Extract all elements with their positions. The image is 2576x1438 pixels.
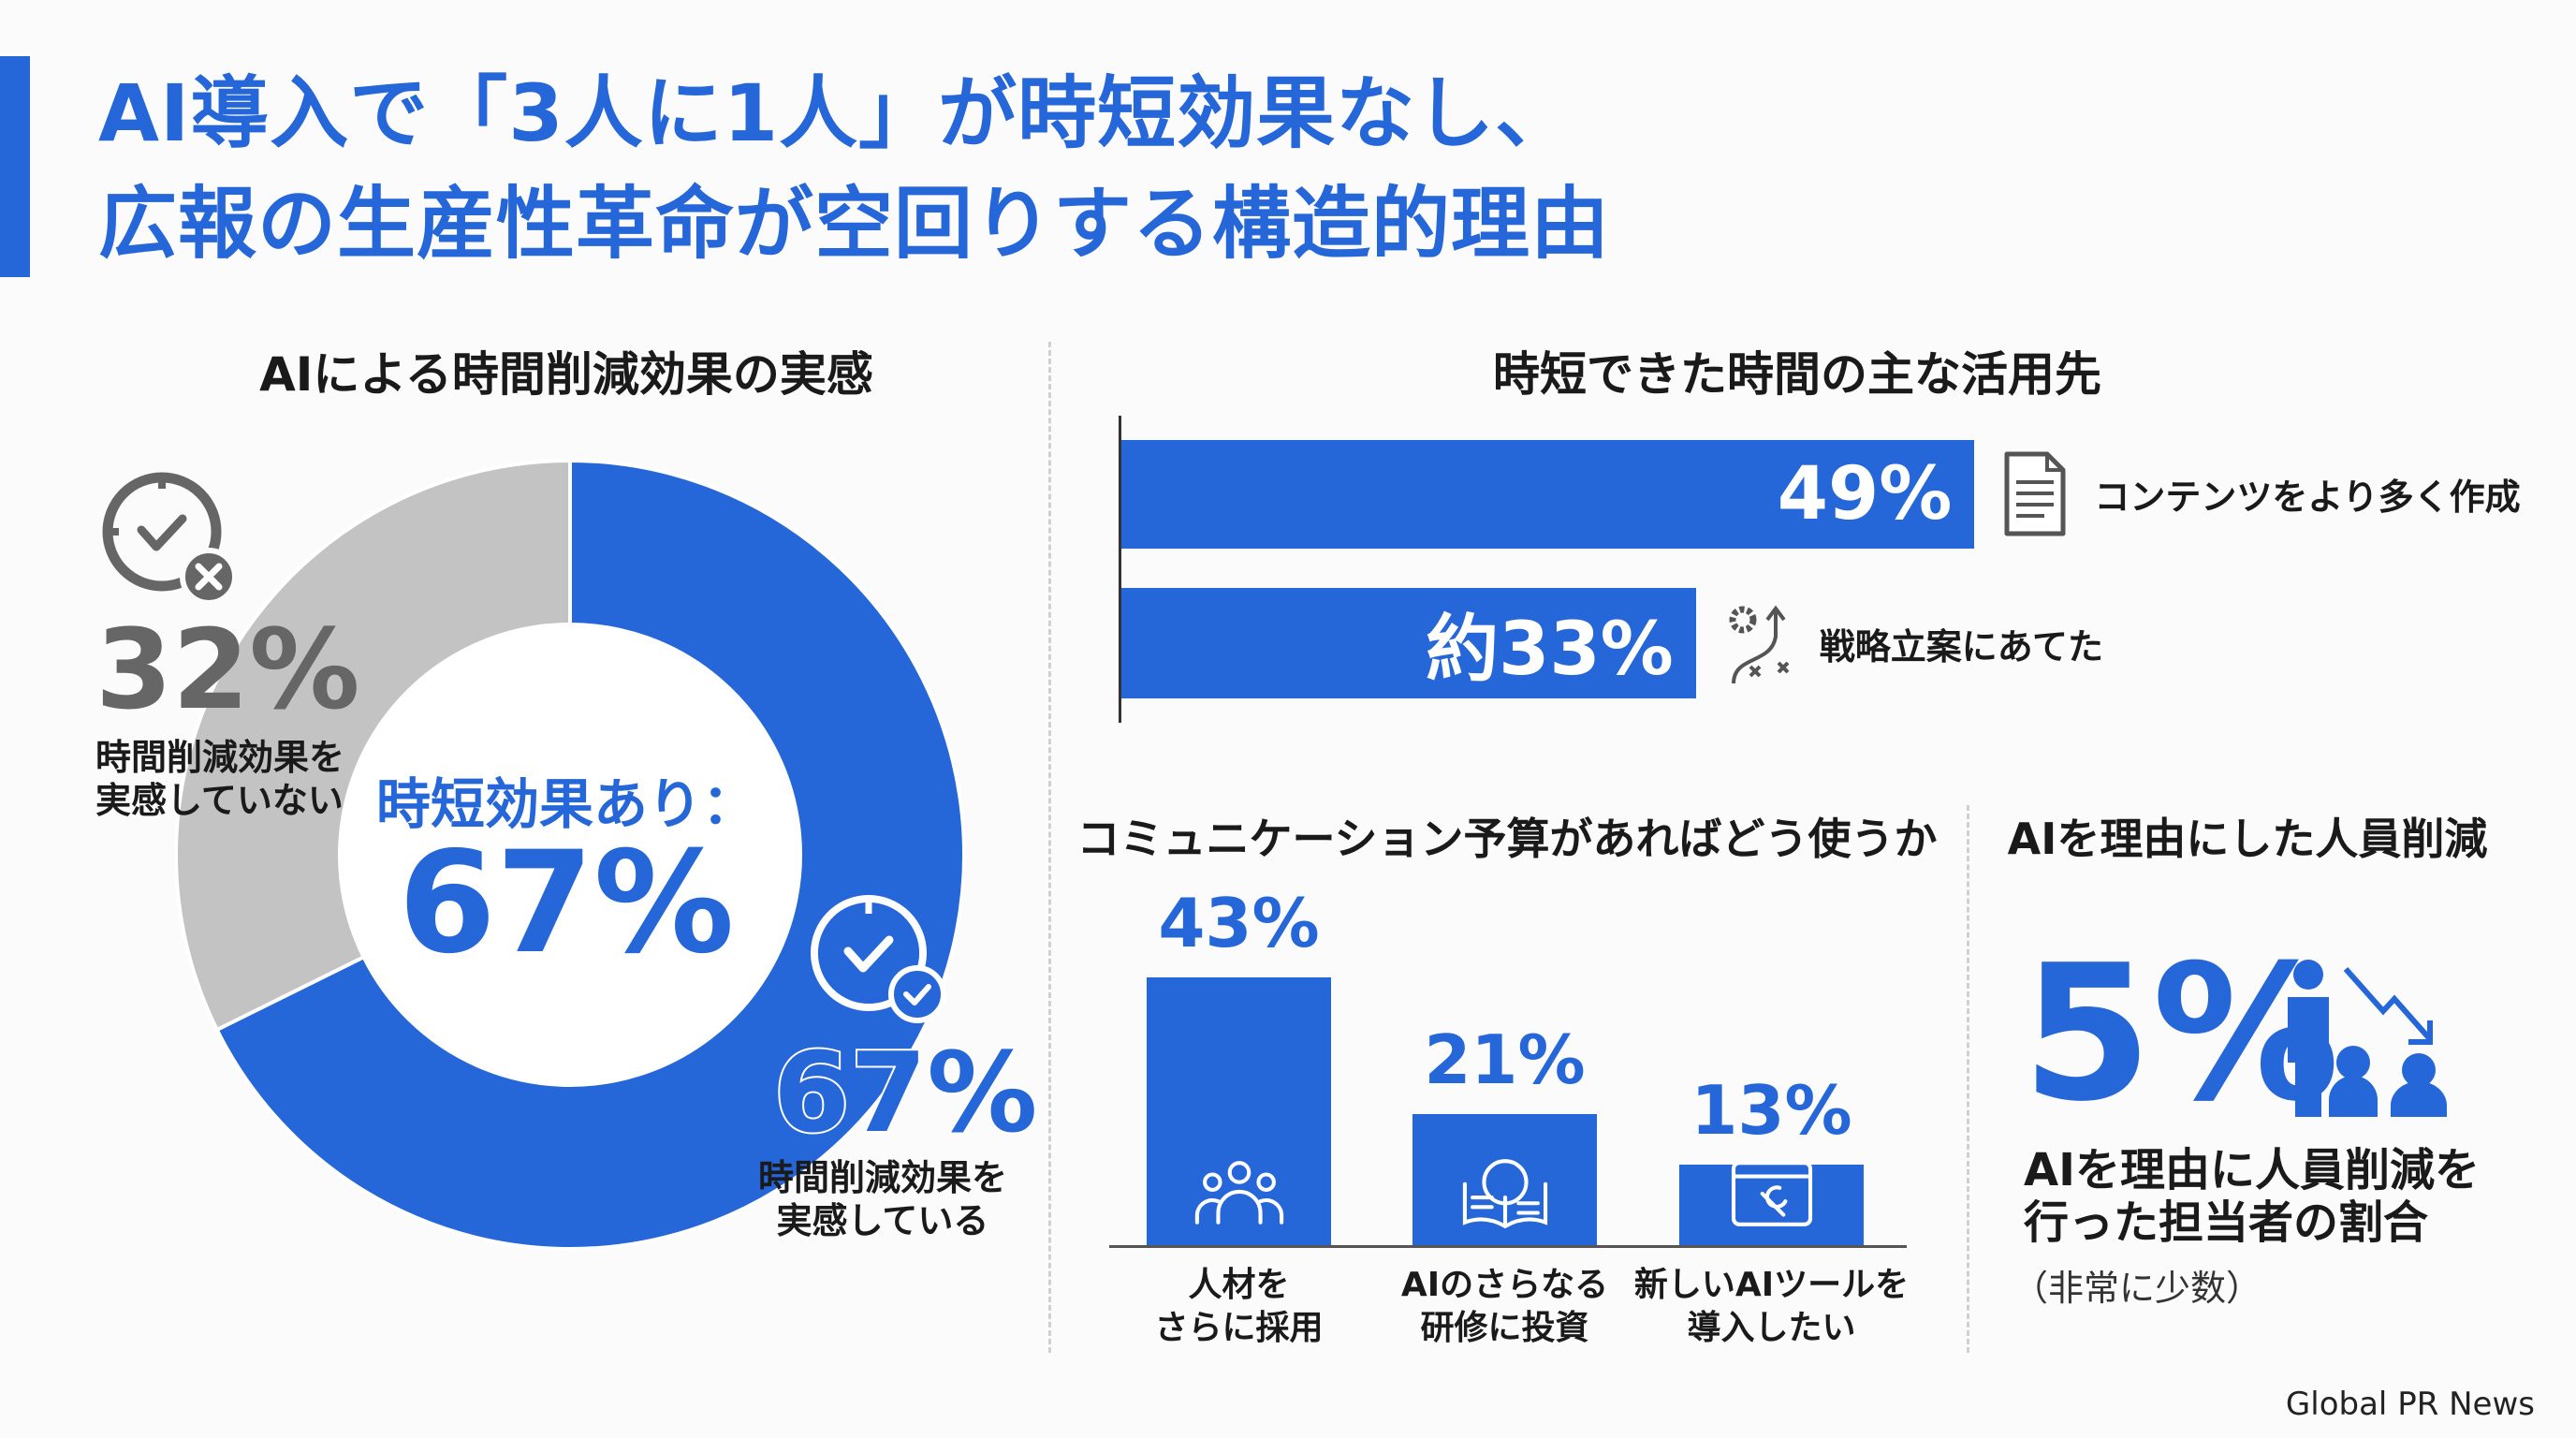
donut-hole [340, 624, 800, 1085]
donut-center-value: 67% [398, 822, 735, 985]
hbar-content-legend: コンテンツをより多く作成 [2002, 449, 2521, 538]
donut-title: AIによる時間削減効果の実感 [259, 347, 873, 402]
hbar-axis [1119, 416, 1121, 723]
vbar-label-line: 新しいAIツールを [1633, 1266, 1910, 1304]
clock-check-icon [811, 895, 946, 1023]
vbar-label-line: 研修に投資 [1420, 1309, 1589, 1347]
people-icon [1194, 1161, 1283, 1225]
vbar-label-line: さらに採用 [1154, 1309, 1324, 1347]
vbar-value-2: 13% [1690, 1070, 1852, 1150]
budget-title: コミュニケーション予算があればどう使うか [1076, 814, 1938, 864]
headcount-desc-line1: AIを理由に人員削減を [2024, 1144, 2481, 1196]
slice-yes-label: 時間削減効果を 実感している [758, 1156, 1007, 1242]
strategy-icon [1729, 605, 1790, 684]
donut-center-label: 時短効果あり： [375, 772, 757, 836]
donut-chart [174, 458, 966, 1251]
vbar-label-line: 導入したい [1687, 1309, 1856, 1347]
headcount-desc-line2: 行った担当者の割合 [2024, 1196, 2429, 1249]
browser-tool-icon [1731, 1161, 1812, 1226]
section-divider-2 [1967, 805, 1969, 1353]
headcount-note: （非常に少数） [2012, 1268, 2262, 1309]
hbar-content-label: コンテンツをより多く作成 [2094, 477, 2521, 518]
slice-yes-label-line1: 時間削減効果を [757, 1157, 1008, 1198]
people-decrease-icon [2288, 960, 2447, 1117]
vbar-label-1: AIのさらなる 研修に投資 [1401, 1264, 1608, 1350]
vbar-1 [1412, 1114, 1597, 1245]
section-divider [1048, 342, 1051, 1353]
vbar-label-2: 新しいAIツールを 導入したい [1634, 1264, 1909, 1350]
document-icon [2004, 451, 2066, 536]
hbar-content-value: 49% [1777, 452, 1953, 536]
vbar-axis [1109, 1245, 1907, 1248]
accent-bar [0, 56, 30, 277]
vbar-2 [1679, 1161, 1864, 1245]
headcount-title: AIを理由にした人員削減 [2007, 814, 2488, 864]
page-title: AI導入で「3人に1人」が時短効果なし、 広報の生産性革命が空回りする構造的理由 [98, 58, 1610, 279]
slice-yes-label-line2: 実感している [776, 1200, 989, 1241]
slice-no-label: 時間削減効果を 実感していない [95, 736, 344, 822]
hbar-strategy-value: 約33% [1426, 608, 1674, 692]
hbar-strategy-legend: 戦略立案にあてた [1724, 599, 2103, 688]
slice-no-value: 32% [95, 605, 360, 734]
headcount-value: 5% [2022, 925, 2340, 1143]
headcount-desc: AIを理由に人員削減を 行った担当者の割合 [2024, 1144, 2480, 1249]
vbar-value-1: 21% [1424, 1020, 1586, 1100]
slice-no-label-line2: 実感していない [95, 780, 344, 821]
vbar-0 [1147, 977, 1331, 1245]
footer-source: Global PR News [2285, 1386, 2535, 1423]
vbar-label-0: 人材を さらに採用 [1154, 1264, 1323, 1350]
hbar-strategy-label: 戦略立案にあてた [1819, 626, 2104, 668]
title-line-1: AI導入で「3人に1人」が時短効果なし、 [98, 67, 1575, 159]
hbar-content: 49% [1121, 440, 1975, 549]
slice-yes-value: 67% [771, 1028, 1039, 1157]
donut-slice-yes [214, 458, 966, 1251]
vbar-label-line: AIのさらなる [1400, 1266, 1609, 1304]
slice-no-label-line1: 時間削減効果を [95, 737, 345, 778]
hbar-strategy: 約33% [1121, 588, 1696, 698]
brain-book-icon [1462, 1159, 1547, 1229]
vbar-label-line: 人材を [1188, 1266, 1290, 1304]
usage-title: 時短できた時間の主な活用先 [1493, 347, 2101, 402]
clock-x-icon [102, 472, 238, 606]
title-line-2: 広報の生産性革命が空回りする構造的理由 [98, 178, 1611, 270]
vbar-value-0: 43% [1158, 884, 1320, 963]
